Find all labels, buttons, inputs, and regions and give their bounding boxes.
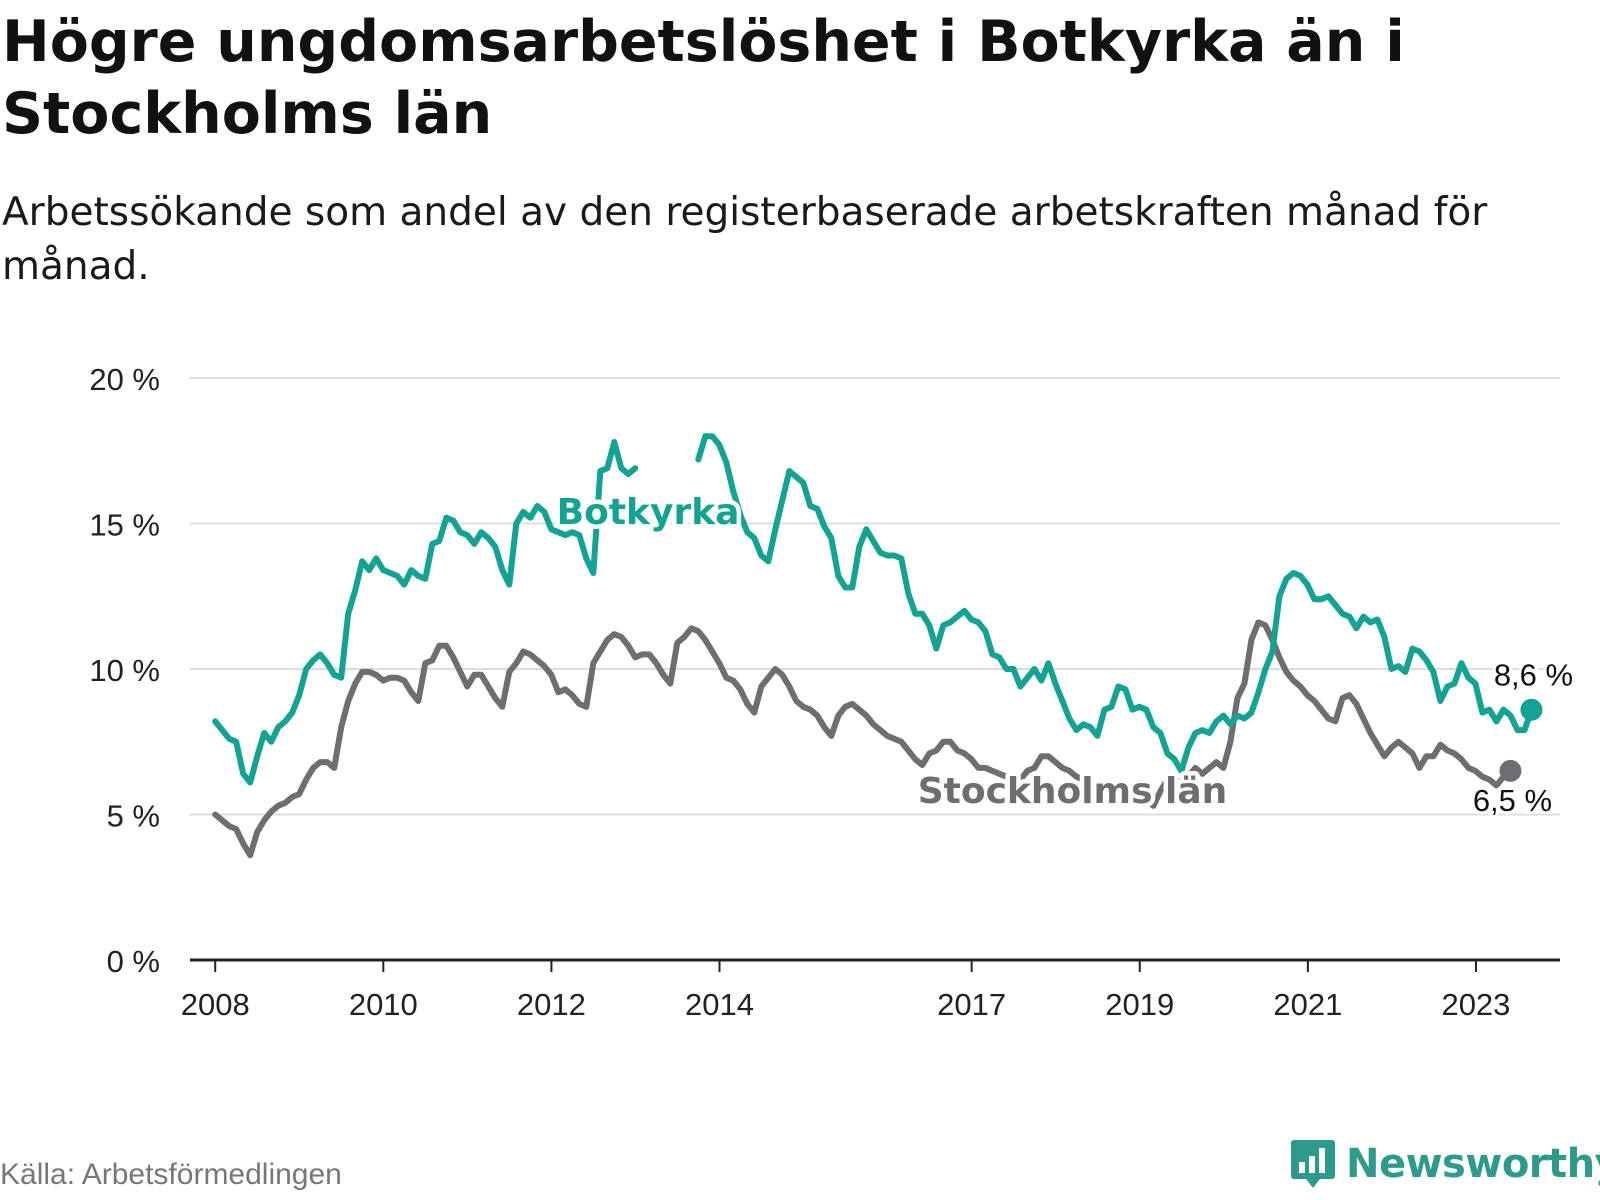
series-annotation-botkyrka: Botkyrka	[557, 492, 740, 533]
logo-text: Newsworthy	[1346, 1141, 1600, 1187]
end-point-stockholm	[1499, 759, 1522, 782]
axes: 0 % 5 % 10 % 15 % 20 % 2008 2010 2012 2014 2017 20…	[89, 362, 1560, 1022]
newsworthy-logo: Newsworthy	[1290, 1136, 1600, 1192]
x-tick-label: 2010	[349, 987, 418, 1022]
x-tick-label: 2014	[685, 987, 754, 1022]
chart-title: Högre ungdomsarbetslöshet i Botkyrka än …	[2, 9, 1405, 147]
x-tick-label: 2019	[1105, 987, 1174, 1022]
x-tick-label: 2008	[181, 987, 250, 1022]
x-tick-label: 2012	[517, 987, 586, 1022]
series-line-botkyrka	[212, 433, 1535, 786]
y-tick-label: 0 %	[107, 944, 160, 979]
y-tick-label: 20 %	[89, 362, 160, 397]
chart-subtitle: Arbetssökande som andel av den registerb…	[2, 190, 1488, 289]
line-chart: 0 % 5 % 10 % 15 % 20 % 2008 2010 2012 2014 2017 20…	[89, 362, 1576, 1022]
end-value-label-stockholm: 6,5 %	[1473, 783, 1552, 818]
bar-chart-icon	[1291, 1140, 1335, 1188]
x-tick-label: 2017	[937, 987, 1006, 1022]
end-value-label-botkyrka: 8,6 %	[1494, 658, 1573, 693]
y-tick-label: 15 %	[89, 508, 160, 543]
series-annotation-stockholm: Stockholms län	[918, 771, 1228, 812]
series-lines	[212, 433, 1543, 859]
source-note: Källa: Arbetsförmedlingen	[0, 1158, 342, 1191]
y-tick-label: 5 %	[107, 799, 160, 834]
y-tick-label: 10 %	[89, 653, 160, 688]
grid	[190, 377, 1560, 816]
labels: 8,6 % 6,5 % Botkyrka Stockholms län	[552, 487, 1576, 820]
end-point-botkyrka	[1520, 698, 1543, 721]
series-line-stockholm	[212, 619, 1514, 859]
x-tick-label: 2021	[1273, 987, 1342, 1022]
x-tick-label: 2023	[1441, 987, 1510, 1022]
